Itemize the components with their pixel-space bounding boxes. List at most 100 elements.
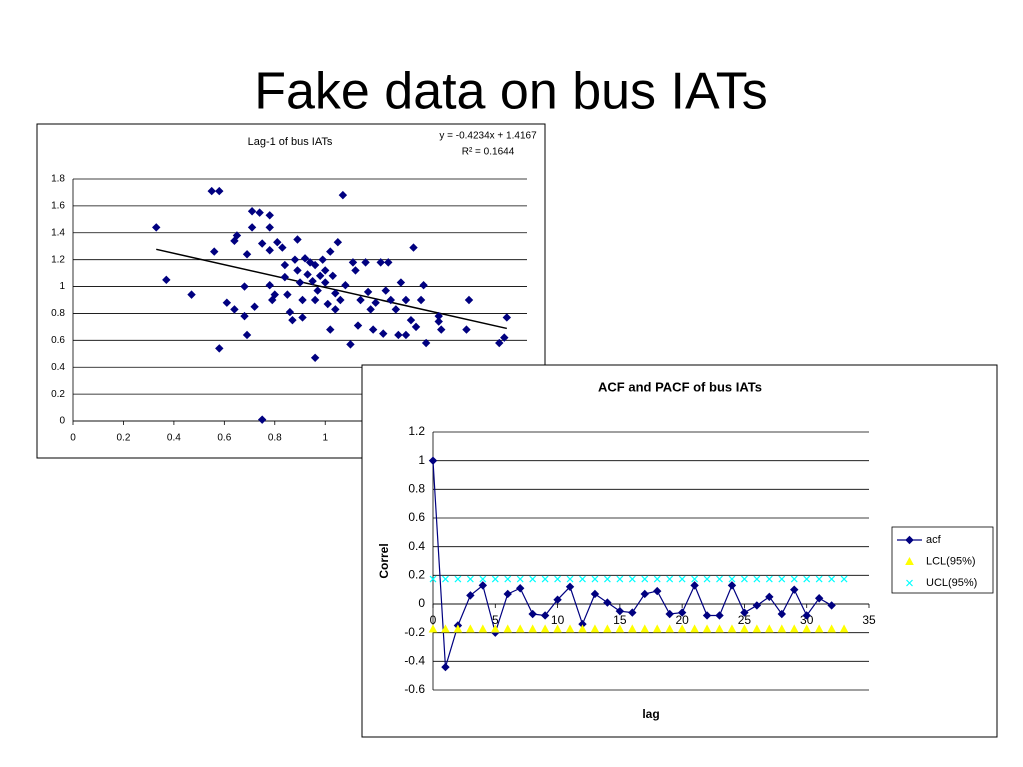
- point: [640, 624, 650, 633]
- point: [790, 585, 799, 594]
- point: [363, 287, 373, 297]
- point: [677, 624, 687, 633]
- point: [466, 575, 474, 583]
- point: [740, 608, 749, 617]
- point: [371, 298, 380, 307]
- point: [579, 575, 586, 583]
- point: [652, 624, 662, 633]
- point: [308, 276, 317, 286]
- point: [326, 247, 335, 256]
- y-tick-label: 1.2: [51, 254, 65, 265]
- point: [331, 289, 340, 298]
- point: [348, 258, 358, 267]
- point: [394, 330, 403, 340]
- point: [421, 338, 431, 348]
- point: [321, 266, 330, 275]
- point: [478, 581, 488, 590]
- point: [590, 624, 600, 633]
- point: [247, 207, 257, 216]
- y-tick-label: 0.8: [408, 482, 425, 496]
- point: [318, 255, 327, 264]
- point: [752, 601, 762, 610]
- point: [554, 575, 561, 583]
- point: [727, 624, 737, 633]
- point: [628, 575, 636, 583]
- point: [257, 239, 267, 248]
- point: [230, 305, 239, 314]
- point: [187, 290, 196, 299]
- x-tick-label: 30: [800, 613, 814, 627]
- y-tick-label: 1.8: [51, 174, 65, 185]
- point: [840, 575, 848, 583]
- y-tick-label: -0.4: [404, 654, 425, 668]
- x-axis-label: lag: [642, 707, 659, 721]
- point: [356, 295, 365, 305]
- point: [778, 575, 786, 583]
- point: [653, 575, 661, 583]
- point: [331, 305, 340, 314]
- point: [280, 260, 290, 270]
- point: [553, 595, 562, 604]
- y-tick-label: 1.2: [408, 424, 425, 438]
- point: [315, 271, 325, 281]
- point: [827, 601, 836, 610]
- y-tick-label: 0.8: [51, 308, 65, 319]
- point: [839, 624, 849, 633]
- point: [285, 307, 295, 317]
- point: [273, 237, 282, 247]
- point: [305, 258, 315, 267]
- point: [247, 223, 257, 232]
- point: [333, 237, 343, 247]
- point: [366, 305, 375, 314]
- point: [495, 338, 504, 348]
- point: [691, 575, 699, 583]
- x-tick-label: 20: [675, 613, 689, 627]
- point: [242, 250, 252, 259]
- point: [454, 575, 462, 583]
- point: [409, 243, 418, 252]
- point: [578, 624, 587, 633]
- point: [478, 624, 488, 633]
- point: [326, 325, 335, 334]
- point: [270, 290, 279, 299]
- point: [789, 624, 799, 633]
- point: [321, 278, 330, 287]
- point: [490, 624, 500, 633]
- point: [310, 353, 320, 363]
- point: [328, 271, 337, 281]
- point: [411, 322, 421, 332]
- point: [242, 330, 252, 340]
- point: [265, 223, 274, 232]
- point: [401, 295, 411, 305]
- point: [462, 325, 471, 334]
- point: [715, 611, 724, 620]
- point: [255, 208, 264, 217]
- point: [379, 329, 388, 338]
- x-tick-label: 1: [322, 433, 328, 444]
- legend-label: LCL(95%): [926, 555, 976, 567]
- point: [529, 575, 537, 583]
- point: [303, 270, 312, 279]
- point: [353, 321, 363, 330]
- point: [341, 281, 350, 290]
- y-tick-label: 0.2: [408, 568, 425, 582]
- point: [346, 340, 355, 349]
- point: [666, 575, 674, 583]
- point: [814, 624, 824, 633]
- point: [728, 575, 736, 583]
- point: [323, 299, 332, 309]
- x-tick-label: 25: [738, 613, 752, 627]
- point: [479, 575, 487, 583]
- x-tick-label: 0.4: [167, 433, 181, 444]
- point: [283, 290, 292, 299]
- point: [703, 575, 711, 583]
- point: [765, 592, 774, 602]
- point: [665, 624, 675, 633]
- point: [491, 575, 499, 583]
- point: [540, 611, 550, 620]
- point: [215, 186, 224, 196]
- y-axis-label: Correl: [377, 543, 391, 578]
- point: [516, 575, 524, 583]
- point: [464, 295, 474, 305]
